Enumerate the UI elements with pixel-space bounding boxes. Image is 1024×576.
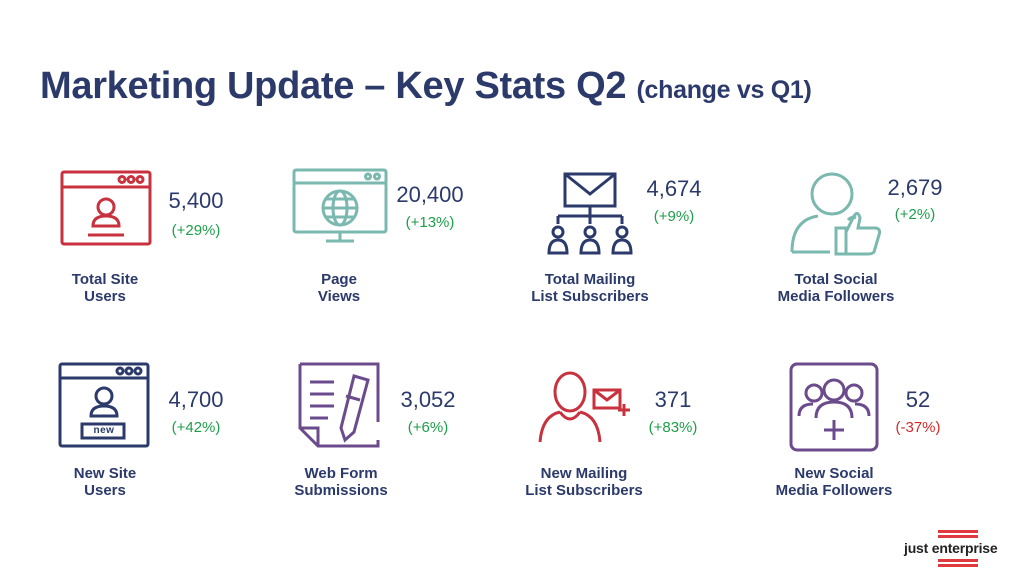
stat-label: Web Form Submissions xyxy=(261,465,421,499)
title-subtitle: (change vs Q1) xyxy=(636,76,812,104)
stat-label-line1: Total Mailing xyxy=(544,271,636,288)
new-badge: new xyxy=(93,425,115,436)
stat-value: 4,700 xyxy=(168,387,224,412)
stat-label-line2: Submissions xyxy=(294,482,388,499)
stat-label-line1: New Mailing xyxy=(540,465,628,482)
stat-value: 2,679 xyxy=(887,175,943,200)
stat-value: 20,400 xyxy=(396,182,464,207)
stat-label: New Site Users xyxy=(25,465,185,499)
person-mail-plus-icon xyxy=(538,370,632,446)
group-add-icon xyxy=(789,362,879,452)
stat-label-line1: Web Form xyxy=(304,465,378,482)
stat-label-line2: Views xyxy=(317,288,361,305)
stat-label: Total Social Media Followers xyxy=(756,271,916,305)
stat-label-line1: New Social xyxy=(794,465,874,482)
stat-value: 52 xyxy=(905,387,931,412)
stat-change: (+83%) xyxy=(648,419,698,436)
stat-label-line2: Users xyxy=(84,288,126,305)
stat-label: Total Mailing List Subscribers xyxy=(510,271,670,305)
globe-monitor-icon xyxy=(292,168,388,244)
stat-change: (+6%) xyxy=(407,419,449,436)
stat-change: (+9%) xyxy=(653,208,695,225)
new-user-browser-icon: new xyxy=(58,362,150,448)
stat-label-line1: Total Social xyxy=(794,271,878,288)
stat-label-line2: Users xyxy=(84,482,126,499)
stat-label-line1: New Site xyxy=(73,465,137,482)
just-enterprise-logo: just enterprise xyxy=(904,530,1010,570)
stat-label: New Social Media Followers xyxy=(754,465,914,499)
stat-label-line1: Total Site xyxy=(71,271,139,288)
user-thumbs-up-icon xyxy=(790,172,886,258)
stat-value: 371 xyxy=(654,387,692,412)
stat-value: 5,400 xyxy=(168,188,224,213)
logo-stripe xyxy=(938,559,978,562)
stat-label-line1: Page xyxy=(321,271,357,288)
stat-value: 4,674 xyxy=(646,176,702,201)
stat-label-line2: Media Followers xyxy=(777,288,895,305)
mail-network-icon xyxy=(543,172,637,256)
logo-stripe xyxy=(938,564,978,567)
stat-label-line2: List Subscribers xyxy=(531,288,649,305)
stat-label: New Mailing List Subscribers xyxy=(504,465,664,499)
stat-change: (+29%) xyxy=(171,222,221,239)
stat-change: (+13%) xyxy=(405,214,455,231)
stat-label-line2: Media Followers xyxy=(775,482,893,499)
user-browser-icon xyxy=(60,170,152,246)
logo-stripe xyxy=(938,530,978,533)
logo-text: just enterprise xyxy=(904,540,998,556)
logo-stripe xyxy=(938,535,978,538)
stat-change: (+2%) xyxy=(894,206,936,223)
stat-change: (-37%) xyxy=(895,419,941,436)
stat-label: Total Site Users xyxy=(25,271,185,305)
stat-value: 3,052 xyxy=(400,387,456,412)
stat-label-line2: List Subscribers xyxy=(525,482,643,499)
form-pencil-icon xyxy=(298,362,384,448)
page-title: Marketing Update – Key Stats Q2 (change … xyxy=(40,62,812,114)
stat-label: Page Views xyxy=(259,271,419,305)
title-main: Marketing Update – Key Stats Q2 xyxy=(40,65,627,107)
stat-change: (+42%) xyxy=(171,419,221,436)
